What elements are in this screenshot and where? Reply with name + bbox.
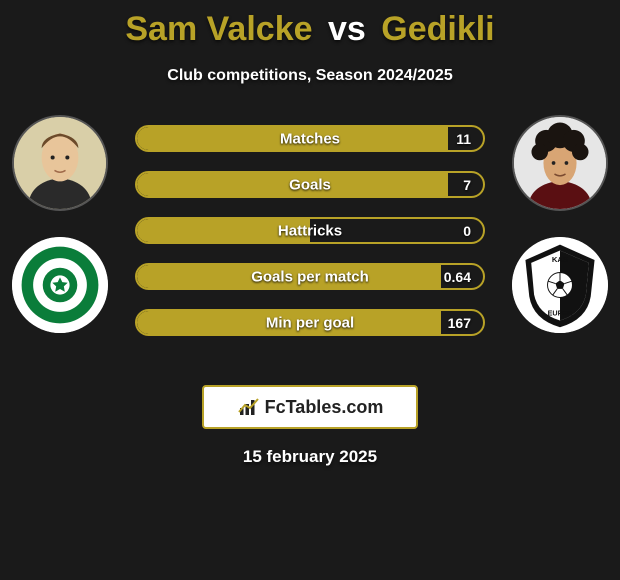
player1-avatar-icon <box>14 117 106 209</box>
stat-label: Min per goal <box>266 314 354 331</box>
date-label: 15 february 2025 <box>0 447 620 467</box>
stat-bar: Hattricks 0 <box>135 217 485 244</box>
svg-text:KAS: KAS <box>552 255 568 264</box>
stat-bars: Matches 11 Goals 7 Hattricks 0 Goals per… <box>135 125 485 336</box>
right-column: KAS EUPEN <box>500 115 620 333</box>
player2-name: Gedikli <box>381 10 494 48</box>
stat-value: 0 <box>463 223 471 239</box>
stat-label: Goals <box>289 176 331 193</box>
subtitle: Club competitions, Season 2024/2025 <box>0 67 620 85</box>
player2-avatar-icon <box>514 117 606 209</box>
brand-text: FcTables.com <box>265 397 384 418</box>
stat-bar: Goals per match 0.64 <box>135 263 485 290</box>
comparison-title: Sam Valcke vs Gedikli <box>0 0 620 49</box>
player1-avatar <box>12 115 108 211</box>
comparison-body: KAS EUPEN Matches 11 Goals <box>0 115 620 375</box>
brand-badge: FcTables.com <box>202 385 418 429</box>
stat-bar: Goals 7 <box>135 171 485 198</box>
stat-label: Matches <box>280 130 340 147</box>
stat-value: 7 <box>463 177 471 193</box>
svg-text:EUPEN: EUPEN <box>548 309 573 318</box>
player2-club-badge: KAS EUPEN <box>512 237 608 333</box>
club2-badge-icon: KAS EUPEN <box>512 237 608 333</box>
stat-label: Hattricks <box>278 222 342 239</box>
stat-bar: Matches 11 <box>135 125 485 152</box>
bar-chart-icon <box>237 395 261 419</box>
stat-bar: Min per goal 167 <box>135 309 485 336</box>
stat-label: Goals per match <box>251 268 369 285</box>
stat-value: 11 <box>456 131 471 147</box>
vs-label: vs <box>328 10 366 48</box>
player2-avatar <box>512 115 608 211</box>
left-column <box>0 115 120 333</box>
player1-club-badge <box>12 237 108 333</box>
stat-value: 0.64 <box>444 269 471 285</box>
stat-value: 167 <box>448 315 471 331</box>
club1-badge-icon <box>12 237 108 333</box>
player1-name: Sam Valcke <box>125 10 312 48</box>
